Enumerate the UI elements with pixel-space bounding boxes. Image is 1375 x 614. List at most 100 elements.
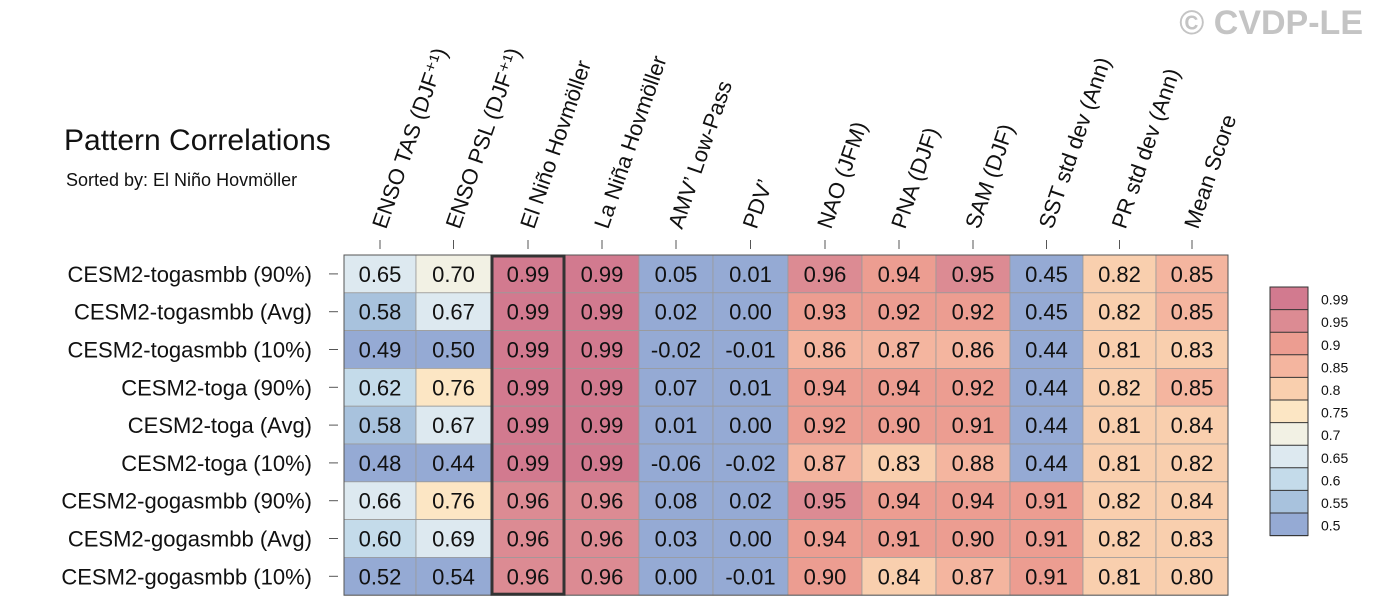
highlighted-column-box: [490, 254, 566, 596]
cell-value-label: -0.06: [651, 451, 701, 476]
cell-value-label: 0.99: [507, 338, 550, 363]
colorbar-segment: [1270, 377, 1308, 400]
cell-value-label: 0.87: [878, 338, 921, 363]
cell-value-label: 0.95: [804, 489, 847, 514]
heatmap-cell: [787, 443, 863, 483]
cell-value-label: 0.99: [507, 375, 550, 400]
cell-value-label: 0.91: [1025, 564, 1068, 589]
cell-value-label: 0.01: [729, 262, 772, 287]
cell-value-label: 0.99: [581, 338, 624, 363]
cell-value-label: 0.85: [1171, 262, 1214, 287]
cell-value-label: 0.99: [507, 300, 550, 325]
cell-value-label: 0.82: [1098, 300, 1141, 325]
heatmap-cell: [861, 405, 937, 445]
row-label: CESM2-gogasmbb (Avg): [68, 527, 312, 552]
colorbar-segment: [1270, 467, 1308, 491]
colorbar-segment: [1270, 445, 1308, 468]
colorbar-segment: [1270, 354, 1308, 378]
heatmap-cell: [638, 292, 714, 331]
colorbar-label: 0.6: [1321, 472, 1341, 488]
heatmap-cell: [638, 557, 714, 596]
cell-value-label: 0.00: [655, 564, 698, 589]
chart-subtitle: Sorted by: El Niño Hovmöller: [66, 170, 298, 190]
column-label: ENSO TAS (DJF⁺¹): [367, 45, 452, 232]
cell-value-label: 0.82: [1098, 262, 1141, 287]
cell-value-label: 0.99: [581, 451, 624, 476]
heatmap-cell: [564, 519, 640, 558]
heatmap-cell: [564, 405, 640, 445]
row-label: CESM2-toga (Avg): [128, 413, 312, 438]
heatmap-cell: [712, 405, 789, 445]
heatmap-cell: [1155, 519, 1229, 558]
heatmap-cell: [1155, 557, 1229, 596]
cell-value-label: 0.94: [952, 489, 995, 514]
cell-value-label: 0.91: [878, 527, 921, 552]
cell-value-label: 0.91: [1025, 527, 1068, 552]
cell-value-label: 0.96: [507, 527, 550, 552]
cell-value-label: 0.96: [581, 564, 624, 589]
row-label: CESM2-toga (10%): [121, 451, 312, 476]
heatmap-cell: [1082, 292, 1157, 331]
cell-value-label: 0.45: [1025, 300, 1068, 325]
cell-value-label: 0.96: [507, 489, 550, 514]
cell-value-label: 0.86: [804, 338, 847, 363]
heatmap-cell: [1009, 481, 1084, 520]
heatmap-cell: [935, 519, 1011, 558]
column-label: PNA (DJF): [886, 124, 944, 232]
heatmap-cell: [935, 481, 1011, 520]
colorbar-label: 0.8: [1321, 382, 1341, 398]
cell-value-label: 0.44: [432, 451, 475, 476]
heatmap-cell: [1082, 557, 1157, 596]
colorbar-segment: [1270, 400, 1308, 423]
heatmap-cell: [787, 292, 863, 331]
column-label: El Niño Hovmöller: [515, 57, 596, 232]
cell-value-label: 0.44: [1025, 451, 1068, 476]
heatmap-cell: [1082, 519, 1157, 558]
cell-value-label: 0.02: [655, 300, 698, 325]
heatmap-cell: [1009, 405, 1084, 445]
heatmap-cell: [638, 367, 714, 407]
cell-value-label: 0.87: [952, 564, 995, 589]
cell-value-label: 0.84: [878, 564, 921, 589]
cell-value-label: 0.82: [1098, 375, 1141, 400]
row-label: CESM2-togasmbb (10%): [67, 338, 312, 363]
cell-value-label: 0.99: [581, 262, 624, 287]
row-label: CESM2-toga (90%): [121, 375, 312, 400]
cell-value-label: 0.90: [878, 413, 921, 438]
cell-value-label: 0.84: [1171, 413, 1214, 438]
heatmap-cell: [490, 557, 566, 596]
heatmap-cell: [343, 330, 417, 369]
cell-value-label: -0.01: [725, 564, 775, 589]
cell-value-label: 0.58: [359, 300, 402, 325]
cell-value-label: -0.01: [725, 338, 775, 363]
cell-value-label: 0.99: [507, 451, 550, 476]
heatmap-cell: [564, 443, 640, 483]
heatmap-cell: [935, 292, 1011, 331]
colorbar-label: 0.85: [1321, 359, 1348, 375]
heatmap-cell: [343, 367, 417, 407]
heatmap-cell: [638, 405, 714, 445]
column-label: PR std dev (Ann): [1107, 65, 1185, 232]
heatmap-cell: [712, 330, 789, 369]
cell-value-label: 0.83: [1171, 338, 1214, 363]
heatmap-cell: [712, 292, 789, 331]
heatmap-cell: [712, 519, 789, 558]
cell-value-label: 0.95: [952, 262, 995, 287]
cell-value-label: 0.94: [878, 262, 921, 287]
cell-value-label: 0.81: [1098, 564, 1141, 589]
column-label: SST std dev (Ann): [1034, 54, 1116, 232]
cell-value-label: 0.99: [507, 262, 550, 287]
heatmap-cell: [1082, 443, 1157, 483]
heatmap-cell: [787, 367, 863, 407]
cell-value-label: 0.90: [804, 564, 847, 589]
cell-value-label: 0.44: [1025, 413, 1068, 438]
cell-value-label: 0.93: [804, 300, 847, 325]
column-label: SAM (DJF): [960, 121, 1019, 232]
cell-value-label: 0.96: [804, 262, 847, 287]
colorbar-label: 0.7: [1321, 427, 1341, 443]
cell-value-label: 0.01: [729, 375, 772, 400]
cell-value-label: 0.94: [804, 527, 847, 552]
heatmap-cell: [564, 330, 640, 369]
row-label: CESM2-togasmbb (Avg): [74, 300, 312, 325]
heatmap-cell: [564, 557, 640, 596]
